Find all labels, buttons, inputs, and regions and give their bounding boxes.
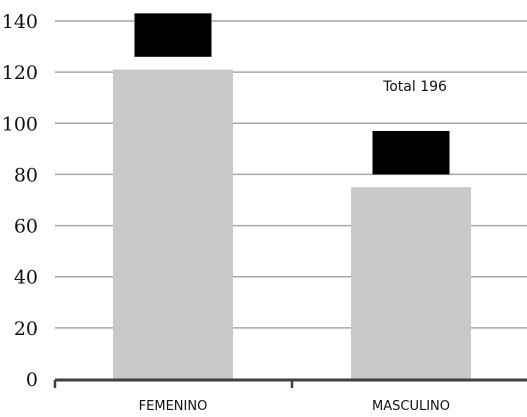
- y-tick-labels: 0 20 40 60 80 100 120 140: [2, 11, 38, 391]
- x-tick-label-masculino: MASCULINO: [372, 399, 450, 414]
- x-axis: [53, 378, 527, 388]
- y-tick-label-40: 40: [14, 267, 38, 289]
- x-tick-labels: FEMENINO MASCULINO: [139, 399, 450, 414]
- bar-masculino: [351, 187, 471, 379]
- y-tick-label-140: 140: [2, 11, 38, 33]
- y-tick-label-120: 120: [2, 62, 38, 84]
- bars: [113, 69, 471, 379]
- black-boxes: [134, 13, 450, 175]
- y-tick-label-0: 0: [26, 369, 38, 391]
- x-tick-label-femenino: FEMENINO: [139, 399, 208, 414]
- y-tick-label-80: 80: [14, 164, 38, 186]
- bar-femenino: [113, 69, 233, 379]
- y-tick-label-100: 100: [2, 113, 38, 135]
- black-box-femenino: [134, 13, 212, 57]
- total-annotation: Total 196: [382, 79, 447, 95]
- y-tick-label-20: 20: [14, 318, 38, 340]
- y-tick-label-60: 60: [14, 216, 38, 238]
- black-box-masculino: [372, 130, 450, 175]
